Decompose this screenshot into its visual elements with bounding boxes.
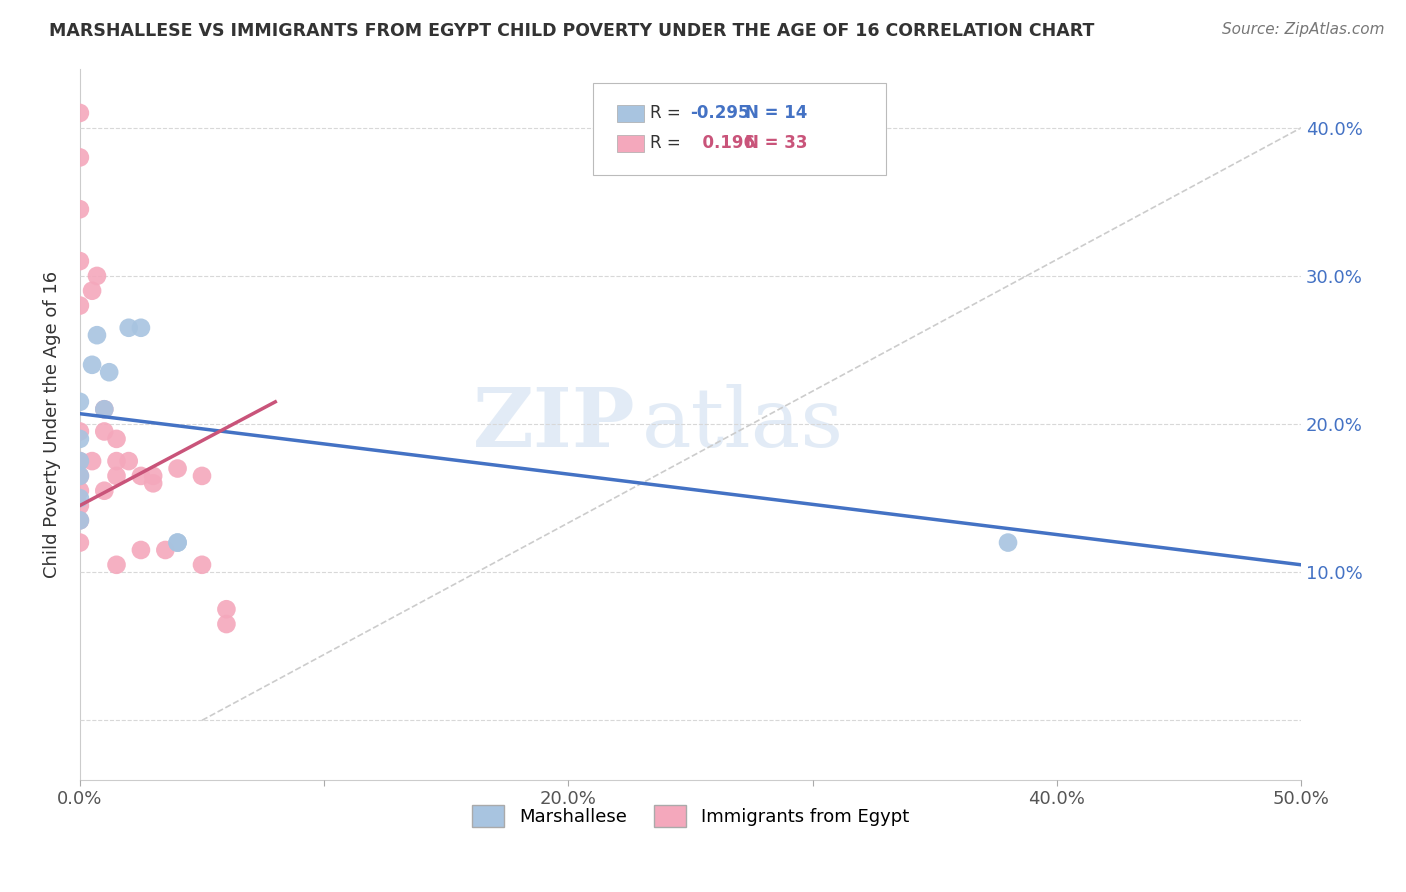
Point bbox=[69, 454, 91, 468]
Legend: Marshallese, Immigrants from Egypt: Marshallese, Immigrants from Egypt bbox=[465, 798, 917, 835]
Point bbox=[129, 320, 152, 334]
Point bbox=[118, 454, 141, 468]
Point bbox=[69, 106, 91, 120]
FancyBboxPatch shape bbox=[593, 83, 886, 175]
Point bbox=[997, 535, 1019, 549]
Point bbox=[80, 358, 103, 372]
Text: R =: R = bbox=[650, 134, 686, 153]
Point bbox=[166, 535, 188, 549]
Point bbox=[69, 513, 91, 527]
Point bbox=[69, 394, 91, 409]
FancyBboxPatch shape bbox=[617, 135, 644, 152]
Text: ZIP: ZIP bbox=[472, 384, 636, 464]
Point bbox=[129, 469, 152, 483]
Point bbox=[105, 469, 128, 483]
Point bbox=[80, 284, 103, 298]
Point bbox=[69, 535, 91, 549]
Point bbox=[142, 476, 165, 491]
Point bbox=[69, 454, 91, 468]
Point bbox=[69, 425, 91, 439]
Text: 0.196: 0.196 bbox=[690, 134, 755, 153]
Point bbox=[118, 320, 141, 334]
FancyBboxPatch shape bbox=[617, 104, 644, 122]
Point bbox=[69, 483, 91, 498]
Point bbox=[69, 491, 91, 505]
Point bbox=[166, 535, 188, 549]
Text: -0.295: -0.295 bbox=[690, 104, 749, 122]
Text: MARSHALLESE VS IMMIGRANTS FROM EGYPT CHILD POVERTY UNDER THE AGE OF 16 CORRELATI: MARSHALLESE VS IMMIGRANTS FROM EGYPT CHI… bbox=[49, 22, 1095, 40]
Point bbox=[105, 454, 128, 468]
Point bbox=[69, 254, 91, 268]
Point bbox=[215, 617, 238, 632]
Point bbox=[215, 602, 238, 616]
Point bbox=[69, 513, 91, 527]
Point bbox=[191, 469, 214, 483]
Point bbox=[69, 499, 91, 513]
Point bbox=[105, 558, 128, 572]
Point bbox=[166, 461, 188, 475]
Point bbox=[86, 268, 108, 283]
Point bbox=[69, 469, 91, 483]
Point bbox=[93, 402, 115, 417]
Point bbox=[93, 425, 115, 439]
Point bbox=[98, 365, 121, 379]
Text: N = 14: N = 14 bbox=[745, 104, 808, 122]
Point bbox=[105, 432, 128, 446]
Point bbox=[86, 328, 108, 343]
Point bbox=[191, 558, 214, 572]
Point bbox=[69, 432, 91, 446]
Point bbox=[155, 543, 177, 558]
Point bbox=[69, 299, 91, 313]
Point bbox=[69, 150, 91, 164]
Point bbox=[93, 483, 115, 498]
Text: atlas: atlas bbox=[641, 384, 844, 464]
Text: Source: ZipAtlas.com: Source: ZipAtlas.com bbox=[1222, 22, 1385, 37]
Point bbox=[142, 469, 165, 483]
Point bbox=[129, 543, 152, 558]
Point bbox=[69, 469, 91, 483]
Point bbox=[69, 202, 91, 217]
Point bbox=[93, 402, 115, 417]
Point bbox=[80, 454, 103, 468]
Y-axis label: Child Poverty Under the Age of 16: Child Poverty Under the Age of 16 bbox=[44, 270, 60, 578]
Text: R =: R = bbox=[650, 104, 686, 122]
Text: N = 33: N = 33 bbox=[745, 134, 808, 153]
